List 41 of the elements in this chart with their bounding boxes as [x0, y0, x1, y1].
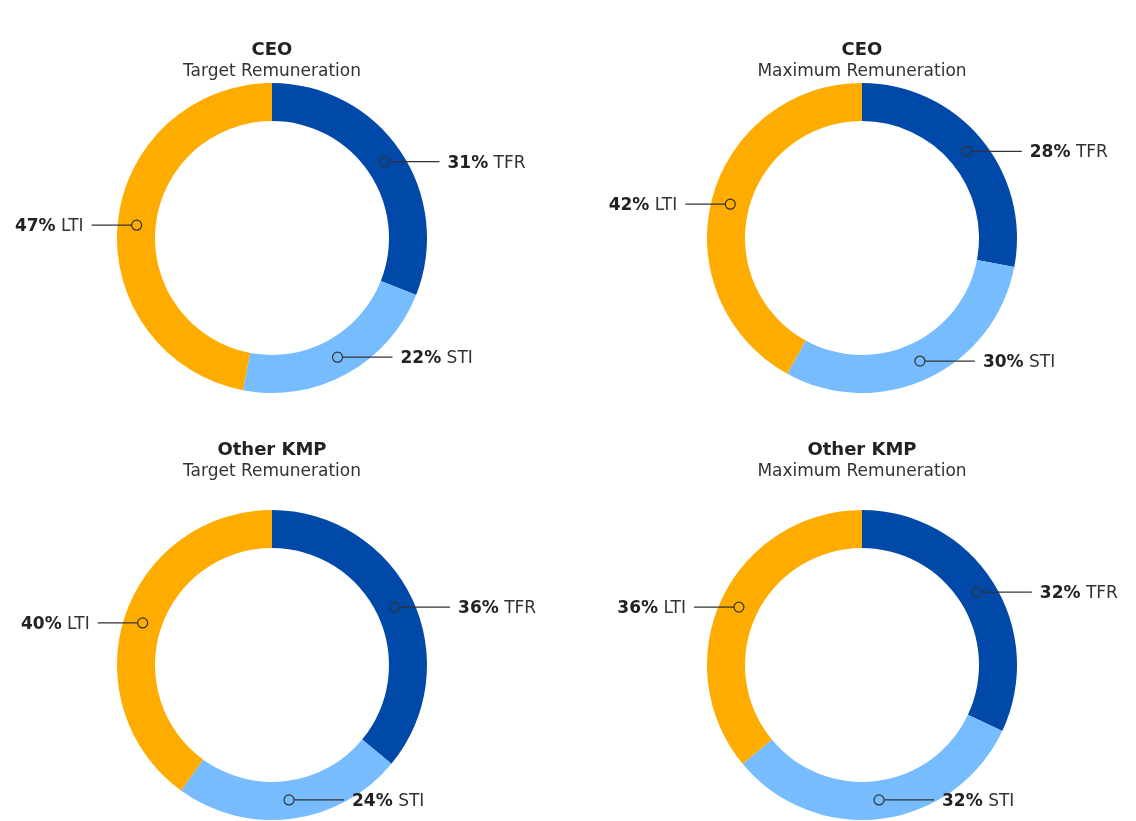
chart-title: Other KMP [217, 438, 327, 459]
slice-label: STI [1023, 351, 1056, 372]
data-label: 36% [458, 597, 499, 618]
donut-slice [117, 83, 272, 391]
data-label: 47% [14, 215, 56, 236]
data-label: 40% [21, 612, 62, 633]
data-label: 28% [1029, 141, 1071, 162]
slice-label: LTI [55, 215, 84, 236]
data-label: 32% [942, 789, 983, 810]
data-label: 22% [400, 347, 442, 368]
donut-slice [862, 83, 1017, 268]
slice-label: LTI [649, 194, 678, 215]
donut-slice [117, 510, 272, 791]
chart-subtitle: Maximum Remuneration [757, 460, 967, 480]
chart-title: CEO [251, 38, 293, 59]
slice-label: STI [441, 347, 473, 368]
donut-slice [272, 83, 427, 296]
slice-label: TFR [1080, 582, 1119, 603]
data-label: 32% [1039, 582, 1081, 603]
slice-label: STI [982, 789, 1015, 810]
slice-label: TFR [488, 151, 526, 172]
chart-subtitle: Maximum Remuneration [757, 60, 967, 80]
slice-label: STI [392, 789, 425, 810]
donut-slice [707, 83, 862, 374]
data-label: 36% [617, 597, 659, 618]
data-label: 31% [447, 151, 489, 172]
donut-slice [707, 510, 862, 764]
donut-slice [272, 510, 427, 764]
donut-slice [862, 510, 1017, 731]
chart-subtitle: Target Remuneration [181, 460, 362, 480]
slice-label: LTI [658, 597, 686, 618]
chart-title: CEO [841, 38, 883, 59]
slice-label: TFR [498, 597, 537, 618]
slice-label: TFR [1070, 141, 1109, 162]
slice-label: LTI [61, 612, 90, 633]
data-label: 24% [352, 789, 393, 810]
data-label: 42% [608, 194, 650, 215]
data-label: 30% [982, 351, 1024, 372]
chart-subtitle: Target Remuneration [181, 60, 362, 80]
donut-slice [180, 739, 392, 820]
chart-title: Other KMP [807, 438, 917, 459]
